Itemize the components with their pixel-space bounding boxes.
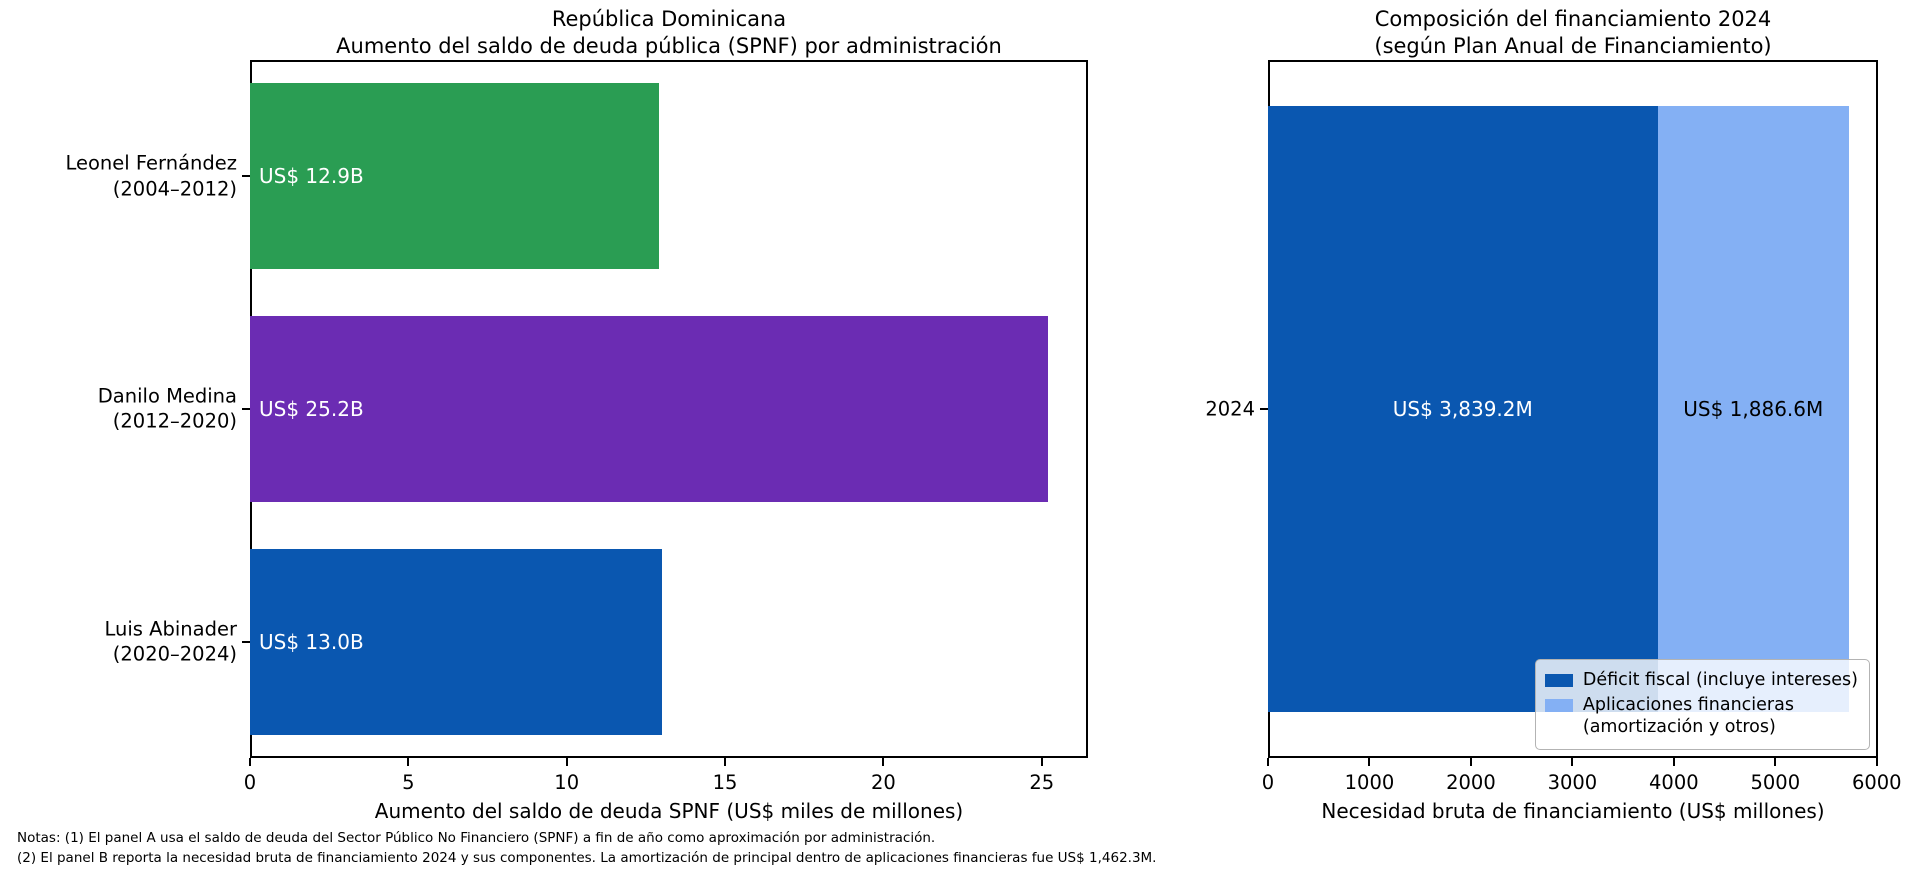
x-tick-label: 0 [243,771,257,794]
legend-label-line: Déficit fiscal (incluye intereses) [1582,670,1858,691]
x-tick-mark [1672,758,1675,766]
x-axis-label: Aumento del saldo de deuda SPNF (US$ mil… [374,799,964,823]
x-tick-label: 20 [870,771,896,794]
figure-notes: Notas: (1) El panel A usa el saldo de de… [17,828,1156,869]
y-tick-label: Leonel Fernández (2004–2012) [65,151,237,202]
x-tick-mark [407,758,410,766]
y-tick-label-line: Luis Abinader [104,617,238,641]
x-tick-label: 15 [712,771,738,794]
x-axis-label: Necesidad bruta de financiamiento (US$ m… [1321,799,1825,823]
bar [250,548,662,735]
y-tick-label-line: (2012–2020) [112,410,237,433]
x-tick-mark [724,758,727,766]
chart-title-line: Aumento del saldo de deuda pública (SPNF… [336,33,1002,58]
bar [250,83,659,270]
legend-label-line: (amortización y otros) [1582,717,1776,738]
legend-label: Déficit fiscal (incluye intereses) [1583,670,1858,692]
y-tick-mark [242,408,250,410]
legend-label: Aplicaciones financieras (amortización y … [1583,695,1794,739]
chart-title-line: (según Plan Anual de Financiamiento) [1374,33,1772,58]
x-tick-mark [1267,758,1269,766]
y-tick-label: 2024 [1205,396,1255,421]
bar-value-label: US$ 25.2B [259,397,364,421]
x-tick-mark [1774,758,1777,766]
note-line-1: Notas: (1) El panel A usa el saldo de de… [17,830,936,846]
bar-segment-2 [1657,106,1849,712]
x-tick-label: 1000 [1344,771,1395,794]
y-tick-mark [242,640,250,643]
x-tick-label: 25 [1029,771,1055,794]
y-tick-label: Danilo Medina (2012–2020) [98,384,237,435]
bar-value-label: US$ 13.0B [259,629,364,654]
legend-item-1: Déficit fiscal (incluye intereses) [1544,670,1858,692]
y-tick-label-line: Leonel Fernández [65,151,237,175]
x-tick-label: 4000 [1649,771,1699,794]
y-tick-label-line: (2020–2024) [112,642,237,666]
x-tick-mark [249,758,251,766]
x-tick-mark [1368,758,1371,766]
y-tick-label-line: Danilo Medina [97,384,237,408]
y-tick-label-line: 2024 [1205,397,1255,421]
bar [250,315,1049,503]
y-tick-label-line: (2004–2012) [112,177,237,201]
legend-item-2: Aplicaciones financieras (amortización y … [1544,695,1858,739]
x-tick-mark [565,758,568,766]
x-tick-label: 5000 [1750,771,1801,794]
legend-swatch [1544,699,1573,713]
legend: Déficit fiscal (incluye intereses) Aplica… [1534,659,1870,750]
chart-title-line: República Dominicana [551,7,787,31]
bar-segment-1 [1268,106,1658,712]
chart-title: República Dominicana Aumento del saldo de… [250,6,1088,60]
legend-swatch [1544,674,1573,688]
bar-value-label: US$ 1,886.6M [1683,397,1824,421]
chart-title-line: Composición del financiamiento 2024 [1374,7,1772,31]
y-tick-mark [1260,408,1268,410]
y-tick-mark [242,175,250,178]
legend-label-line: Aplicaciones financieras [1582,695,1794,716]
x-tick-label: 6000 [1851,771,1902,794]
bar-value-label: US$ 3,839.2M [1392,397,1533,421]
x-tick-label: 5 [402,771,415,794]
x-tick-mark [882,758,885,766]
x-tick-mark [1040,758,1043,766]
note-line-2: (2) El panel B reporta la necesidad brut… [17,850,1157,867]
x-tick-mark [1875,758,1878,766]
x-tick-label: 0 [1261,771,1275,794]
x-tick-label: 3000 [1547,771,1598,794]
x-tick-label: 10 [554,771,580,794]
x-tick-mark [1571,758,1574,766]
chart-title: Composición del financiamiento 2024 (segú… [1268,6,1878,60]
x-tick-label: 2000 [1446,771,1496,794]
bar-value-label: US$ 12.9B [259,164,364,189]
x-tick-mark [1469,758,1472,766]
y-tick-label: Luis Abinader (2020–2024) [105,616,238,667]
